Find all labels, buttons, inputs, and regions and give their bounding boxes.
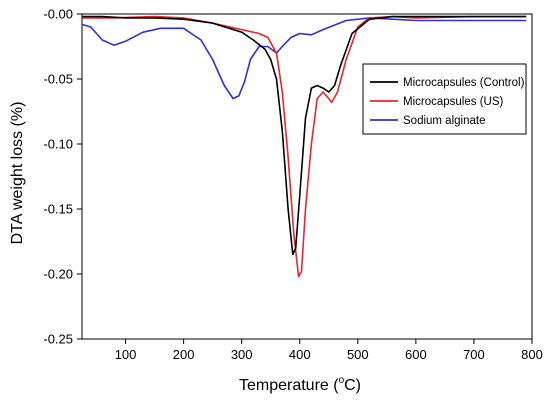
x-ticks: 100 200 300 400 500 600 700 800 (115, 339, 543, 362)
y-tick-label: -0.10 (43, 137, 73, 152)
y-tick-label: -0.00 (43, 7, 73, 22)
x-tick-label: 200 (173, 347, 195, 362)
x-axis-label-unit: C) (344, 377, 361, 394)
x-axis-label-main: Temperature ( (239, 377, 339, 394)
y-tick-label: -0.25 (43, 332, 73, 347)
x-axis-label-degree: o (339, 375, 345, 386)
x-tick-label: 300 (231, 347, 253, 362)
y-ticks: -0.25 -0.20 -0.15 -0.10 -0.05 -0.00 (43, 7, 82, 347)
series-line-microcapsules-control (82, 15, 527, 256)
x-tick-label: 800 (521, 347, 543, 362)
y-tick-label: -0.05 (43, 72, 73, 87)
series-line-sodium-alginate (81, 17, 527, 100)
x-tick-label: 100 (115, 347, 137, 362)
y-axis-label: DTA weight loss (%) (9, 102, 26, 245)
x-axis-label: Temperature (oC) (239, 375, 361, 394)
y-tick-label: -0.20 (43, 267, 73, 282)
legend-label: Sodium alginate (403, 115, 485, 127)
series-line-microcapsules-us (82, 15, 527, 278)
legend-label: Microcapsules (Control) (403, 77, 525, 89)
y-tick-label: -0.15 (43, 202, 73, 217)
series-lines (81, 15, 527, 278)
legend-label: Microcapsules (US) (403, 96, 503, 108)
x-tick-label: 600 (405, 347, 427, 362)
legend-items: Microcapsules (Control) Microcapsules (US… (370, 77, 525, 127)
plot-frame (81, 13, 533, 340)
x-tick-label: 700 (463, 347, 485, 362)
legend: Microcapsules (Control) Microcapsules (US… (362, 63, 527, 135)
x-tick-label: 400 (289, 347, 311, 362)
x-tick-label: 500 (347, 347, 369, 362)
legend-box (362, 63, 527, 135)
